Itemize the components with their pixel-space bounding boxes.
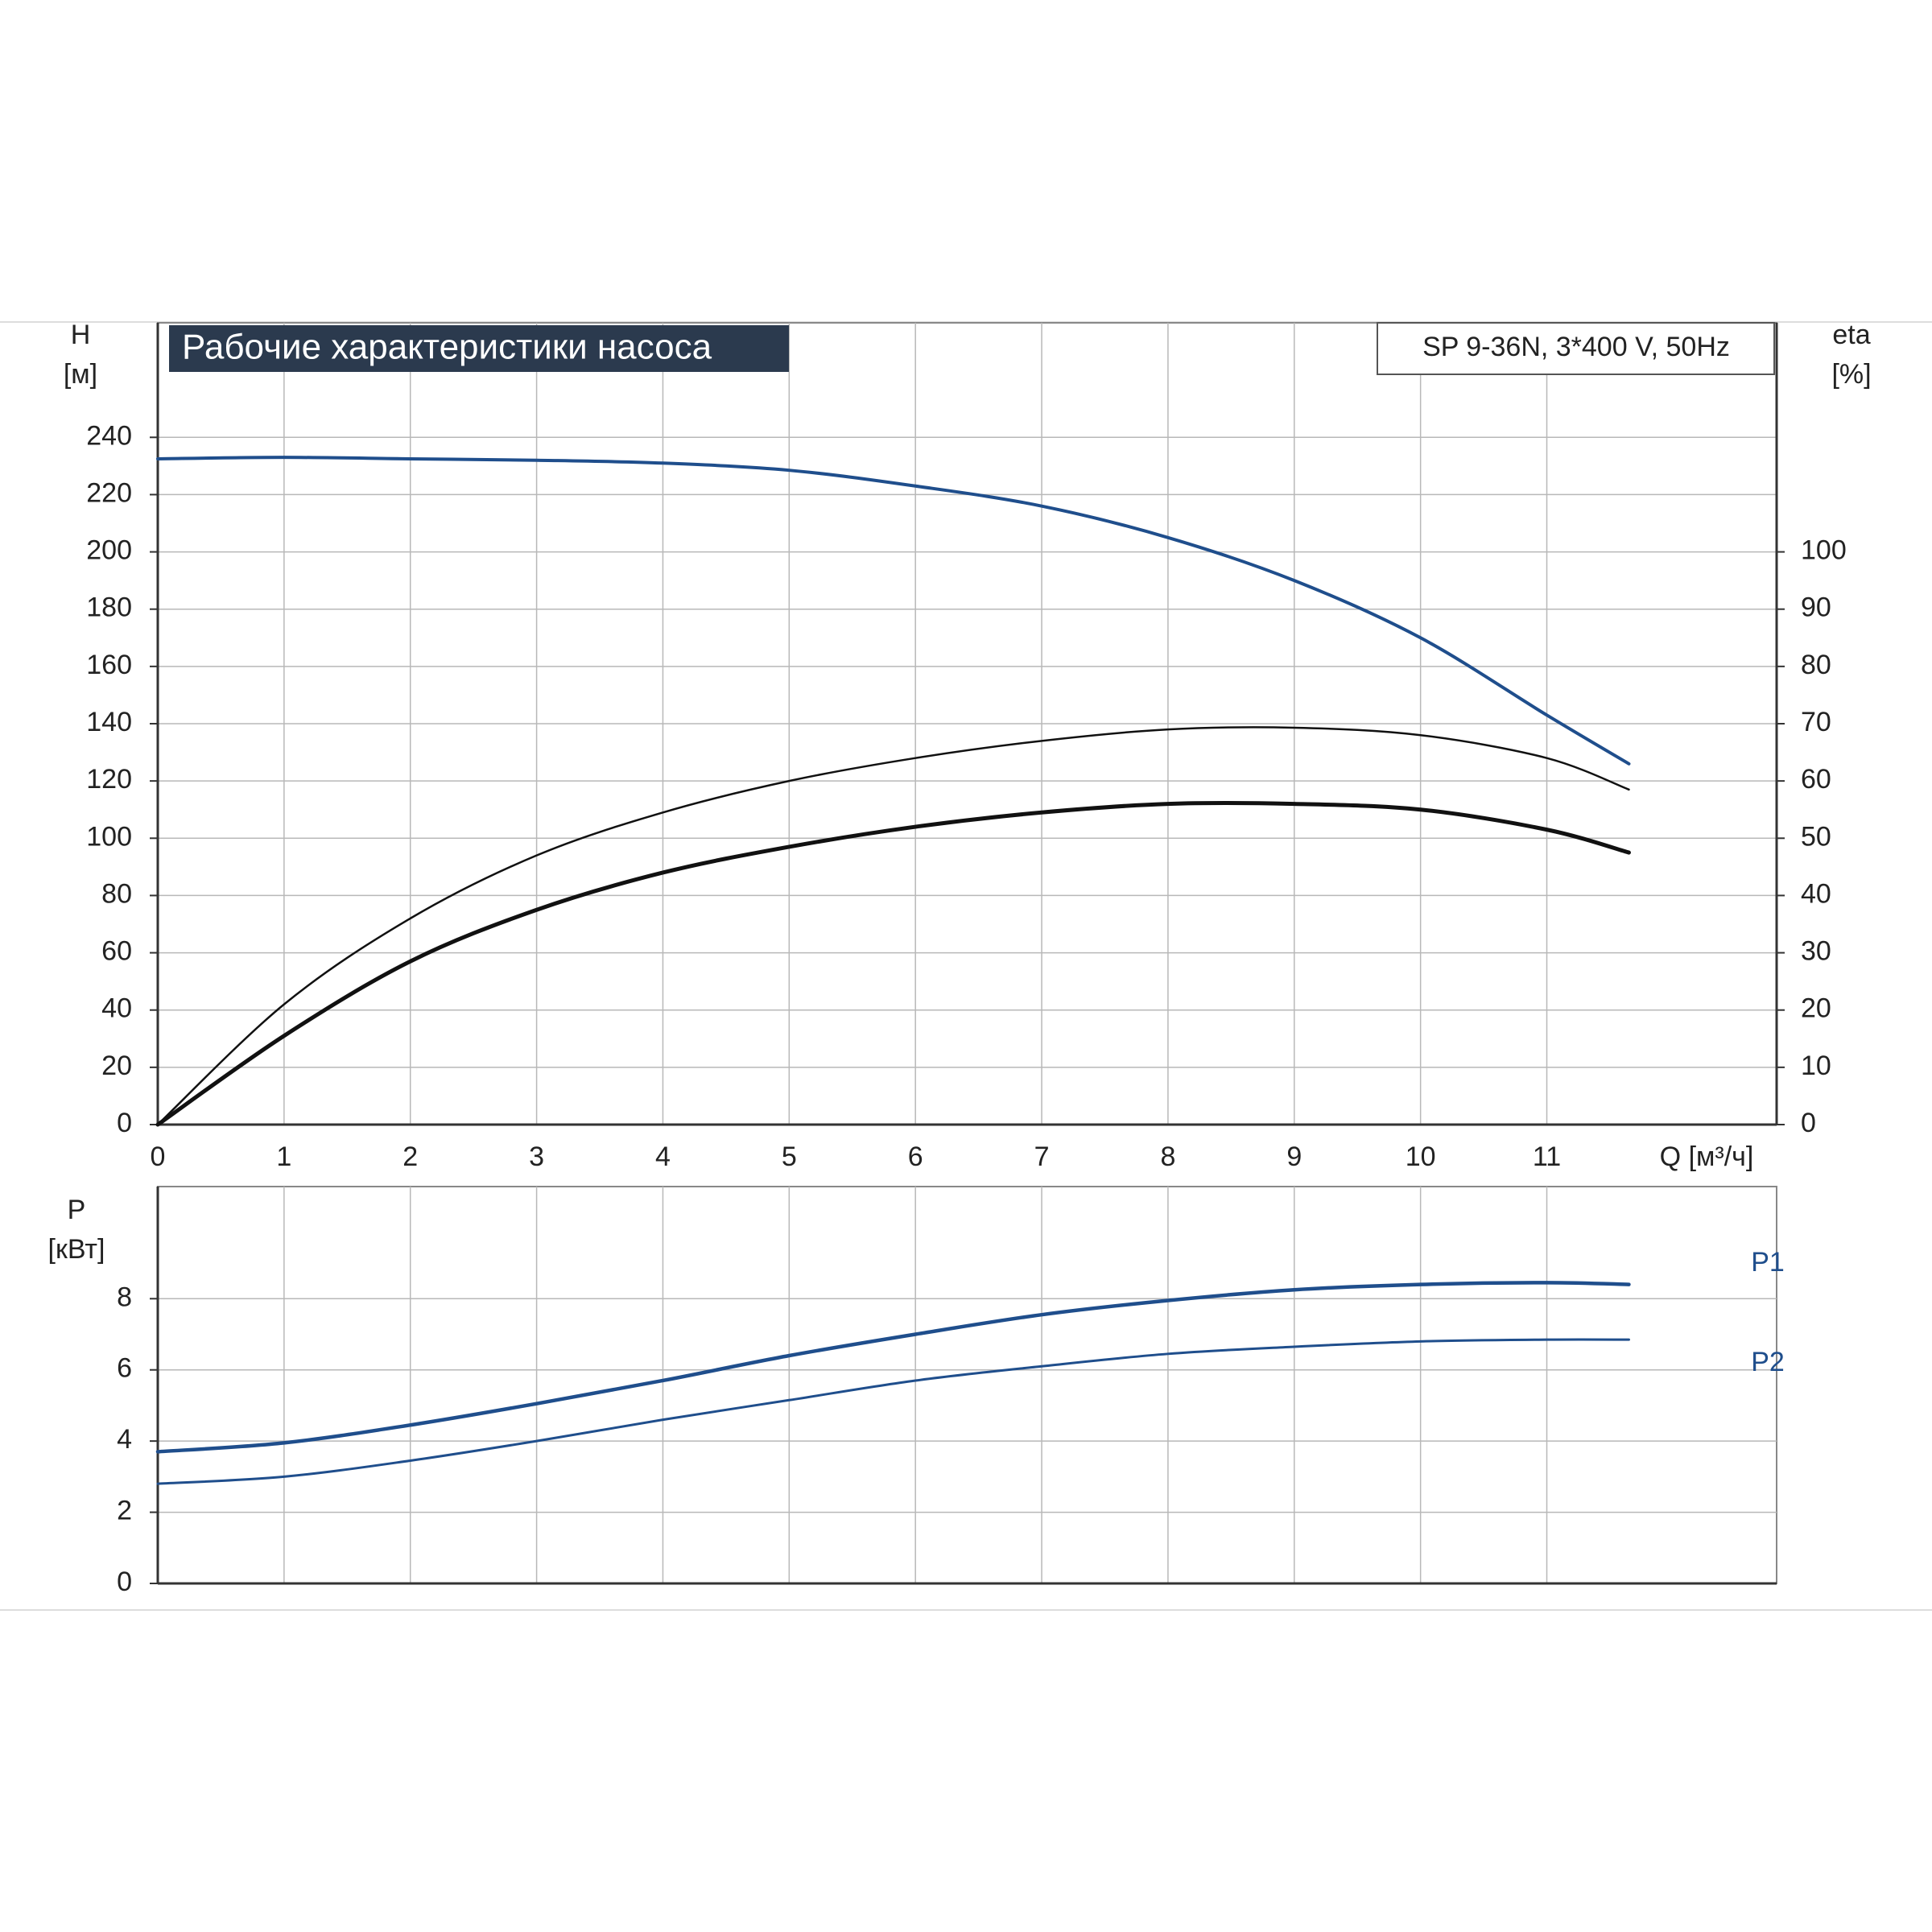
data-line [155,1281,1631,1454]
x-tick-label: 7 [1034,1141,1050,1172]
x-tick-label: 10 [1406,1141,1436,1172]
y2-tick-label: 30 [1801,936,1831,967]
x-tick-label: 4 [655,1141,671,1172]
y-axis-label: H [71,320,91,350]
y-tick-label: 240 [86,420,132,451]
y-tick-label: 40 [101,993,132,1024]
y-tick-label: 160 [86,650,132,680]
data-line [155,800,1631,1127]
y2-tick-label: 60 [1801,764,1831,795]
x-tick-label: 1 [276,1141,291,1172]
y2-axis-label: eta [1832,320,1870,350]
data-line [156,456,1631,766]
x-tick-label: 2 [402,1141,418,1172]
x-tick-label: 6 [908,1141,923,1172]
chart-subtitle: SP 9-36N, 3*400 V, 50Hz [1422,332,1730,362]
y2-tick-label: 100 [1801,535,1847,566]
x-tick-label: 11 [1533,1141,1561,1172]
y-tick-label: 4 [117,1424,132,1455]
y2-tick-label: 20 [1801,993,1831,1024]
y-tick-label: 60 [101,936,132,967]
x-tick-label: 9 [1286,1141,1302,1172]
y-tick-label: 180 [86,592,132,623]
y2-tick-label: 80 [1801,650,1831,680]
x-tick-label: 8 [1160,1141,1175,1172]
y2-tick-label: 50 [1801,821,1831,852]
x-tick-label: 5 [782,1141,797,1172]
y-tick-label: 0 [117,1108,132,1138]
y2-tick-label: 10 [1801,1051,1831,1081]
chart-title: Рабочие характеристики насоса [182,328,712,367]
y-tick-label: 8 [117,1282,132,1312]
y2-tick-label: 90 [1801,592,1831,623]
y-tick-label: 0 [117,1567,132,1597]
x-tick-label: 0 [151,1141,166,1172]
y-tick-label: 100 [86,821,132,852]
y-tick-label: 80 [101,878,132,909]
y-tick-label: 200 [86,535,132,566]
y-tick-label: 2 [117,1496,132,1526]
series-label: P2 [1751,1347,1785,1377]
plot-area [157,1186,1777,1584]
y2-tick-label: 0 [1801,1108,1816,1138]
y-axis-label: [м] [64,359,97,390]
y-tick-label: 20 [101,1051,132,1081]
y-tick-label: 6 [117,1353,132,1384]
x-axis-label: Q [м³/ч] [1660,1141,1754,1172]
y-tick-label: 220 [86,477,132,508]
data-line [156,1338,1630,1485]
y-tick-label: 140 [86,707,132,737]
y-tick-label: 120 [86,764,132,795]
y2-tick-label: 70 [1801,707,1831,737]
model-box [1377,322,1775,375]
data-line [156,726,1630,1126]
y-axis-label: [кВт] [48,1234,105,1265]
y-axis-label: P [68,1195,86,1225]
x-tick-label: 3 [529,1141,544,1172]
y2-tick-label: 40 [1801,878,1831,909]
series-label: P1 [1751,1247,1785,1278]
title-box [169,325,789,372]
y2-axis-label: [%] [1831,359,1871,390]
